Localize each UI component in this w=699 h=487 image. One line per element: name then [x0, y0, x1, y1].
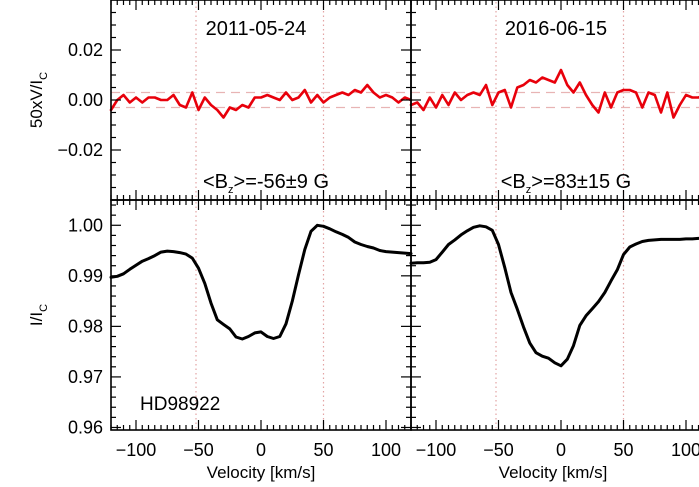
y-axis-label-main: I/I: [27, 312, 46, 326]
spectrum-series-stokes_v-1: [409, 68, 699, 119]
panel-date-stokes_v-0: 2011-05-24: [206, 18, 307, 40]
y-axis-label-subscript: C: [38, 304, 50, 312]
y-tick-label-stokes_v-0-0: −0.02: [57, 140, 103, 160]
x-tick-label-0-4: 100: [371, 440, 401, 460]
x-tick-label-0-2: 0: [256, 440, 266, 460]
data-layer: [109, 68, 699, 368]
y-axis-label-main: 50xV/I: [27, 80, 46, 128]
panel-frame-stokes_i-1: [410, 199, 699, 431]
bz-annotation-part: <B: [203, 171, 228, 193]
y-axis-label-stokes_i-0: I/IC: [27, 304, 50, 326]
y-tick-label-stokes_v-0-1: 0.00: [68, 90, 103, 110]
y-tick-label-stokes_i-0-3: 0.99: [68, 266, 103, 286]
bz-annotation-part: >=83±15 G: [531, 171, 631, 193]
x-tick-label-0-0: −100: [116, 440, 157, 460]
x-tick-label-1-3: 50: [613, 440, 633, 460]
y-tick-label-stokes_i-0-2: 0.98: [68, 316, 103, 336]
x-axis-label-1: Velocity [km/s]: [499, 463, 608, 482]
spectrum-series-stokes_i-1: [409, 224, 699, 368]
spectrum-series-stokes_i-0: [109, 223, 413, 341]
x-tick-label-0-1: −50: [183, 440, 214, 460]
y-tick-label-stokes_i-0-0: 0.96: [68, 417, 103, 437]
star-label: HD98922: [140, 394, 220, 415]
y-axis-label-stokes_v-0: 50xV/IC: [27, 72, 50, 128]
bz-annotation-subscript: z: [526, 184, 532, 196]
y-tick-label-stokes_i-0-1: 0.97: [68, 367, 103, 387]
x-tick-label-1-2: 0: [556, 440, 566, 460]
x-tick-label-1-4: 100: [671, 440, 699, 460]
frame-layer: [110, 0, 699, 431]
guide-layer: [111, 2, 699, 428]
spectrum-series-stokes_v-0: [109, 83, 413, 119]
bz-annotation-stokes_v-1: <Bz>=83±15 G: [501, 171, 631, 196]
text-layer: HD98922 −0.020.000.0250xV/IC2011-05-24<B…: [27, 18, 699, 482]
bz-annotation-part: >=-56±9 G: [234, 171, 329, 193]
y-tick-label-stokes_i-0-4: 1.00: [68, 215, 103, 235]
y-axis-label-subscript: C: [38, 72, 50, 80]
panel-date-stokes_v-1: 2016-06-15: [505, 18, 607, 40]
bz-annotation-stokes_v-0: <Bz>=-56±9 G: [203, 171, 329, 196]
x-tick-label-0-3: 50: [313, 440, 333, 460]
x-axis-label-0: Velocity [km/s]: [207, 463, 316, 482]
x-tick-label-1-1: −50: [483, 440, 514, 460]
bz-annotation-subscript: z: [228, 184, 234, 196]
y-tick-label-stokes_v-0-2: 0.02: [68, 40, 103, 60]
x-tick-label-1-0: −100: [416, 440, 457, 460]
bz-annotation-part: <B: [501, 171, 526, 193]
